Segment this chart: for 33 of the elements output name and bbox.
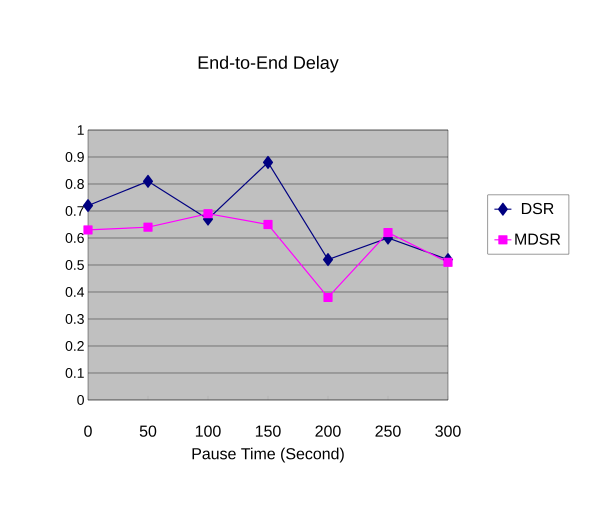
point [323, 292, 333, 302]
x-tick-label: 250 [376, 426, 401, 437]
y-tick-label: 0.3 [66, 314, 84, 324]
legend-label: MDSR [515, 233, 560, 245]
y-tick-label: 0.4 [66, 287, 84, 297]
point [383, 228, 393, 238]
x-tick-label: 200 [316, 426, 341, 437]
point [83, 225, 93, 234]
point [82, 199, 94, 212]
x-tick-label: 300 [435, 426, 461, 437]
x-tick-label: 100 [196, 426, 221, 437]
x-axis-title: Pause Time (Second) [192, 448, 344, 462]
x-tick-label: 50 [140, 426, 156, 437]
legend-label: DSR [522, 202, 554, 214]
x-tick-label: 150 [256, 426, 281, 437]
y-tick-label: 0.6 [66, 233, 84, 243]
y-tick-label: 0.5 [66, 260, 84, 270]
y-tick-label: 0.2 [66, 341, 84, 351]
point [142, 174, 154, 188]
point [203, 209, 213, 218]
y-tick-label: 0.1 [66, 368, 84, 378]
y-tick-label: 1 [78, 125, 84, 135]
chart-title: End-to-End Delay [198, 56, 339, 72]
point [443, 258, 453, 267]
y-tick-label: 0.7 [66, 206, 84, 216]
point [262, 156, 274, 169]
point [263, 220, 273, 230]
y-tick-label: 0 [77, 395, 84, 405]
point [322, 253, 334, 266]
y-tick-label: 0.8 [66, 179, 84, 189]
point [143, 222, 153, 232]
x-tick-label: 0 [84, 426, 92, 437]
y-tick-label: 0.9 [66, 152, 84, 162]
